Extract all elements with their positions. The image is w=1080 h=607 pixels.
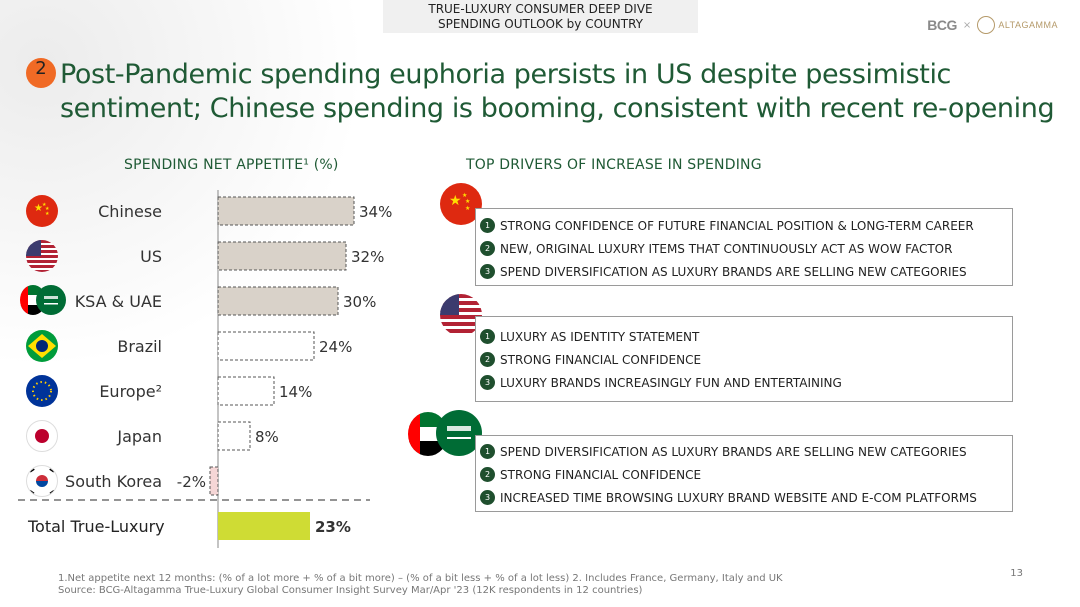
driver-us-3: 3 LUXURY BRANDS INCREASINGLY FUN AND ENTE… (480, 375, 842, 390)
driver-ksa-uae-2: 2 STRONG FINANCIAL CONFIDENCE (480, 467, 701, 482)
japan-flag-icon (26, 420, 58, 452)
header-line-1: TRUE-LUXURY CONSUMER DEEP DIVE (428, 2, 653, 16)
data-label-2: 30% (343, 293, 376, 311)
svg-text:★: ★ (45, 206, 50, 212)
driver-ksa-uae-1: 1 SPEND DIVERSIFICATION AS LUXURY BRANDS … (480, 444, 967, 459)
data-label-5: 8% (255, 428, 279, 446)
data-label-7: 23% (315, 518, 351, 536)
driver-china-3: 3 SPEND DIVERSIFICATION AS LUXURY BRANDS … (480, 264, 967, 279)
category-label-south-korea: South Korea (65, 472, 162, 491)
page-number: 13 (1010, 568, 1023, 579)
data-label-0: 34% (359, 203, 392, 221)
china-flag-icon: ★ ★ ★ ★ (26, 195, 58, 227)
data-label-4: 14% (279, 383, 312, 401)
data-label-6: -2% (177, 473, 206, 491)
altagamma-logo: ALTAGAMMA (977, 16, 1058, 34)
svg-text:★: ★ (42, 202, 47, 208)
us-flag-icon (26, 240, 58, 272)
driver-china-2: 2 NEW, ORIGINAL LUXURY ITEMS THAT CONTINU… (480, 241, 952, 256)
svg-text:★: ★ (449, 193, 462, 209)
svg-text:★: ★ (462, 192, 467, 199)
svg-text:★: ★ (465, 205, 470, 212)
header-line-2: SPENDING OUTLOOK by COUNTRY (437, 17, 644, 31)
category-label-chinese: Chinese (98, 202, 162, 221)
driver-ksa-uae-3: 3 INCREASED TIME BROWSING LUXURY BRAND WE… (480, 490, 977, 505)
driver-saudi-flag-icon (436, 410, 482, 456)
bar-7 (218, 512, 310, 540)
altagamma-emblem-icon (977, 16, 996, 34)
logos: BCG × ALTAGAMMA (927, 16, 1058, 34)
uae-flag-icon (20, 285, 46, 315)
data-label-1: 32% (351, 248, 384, 266)
eu-flag-icon (26, 375, 58, 407)
footnote-source: Source: BCG-Altagamma True-Luxury Global… (58, 585, 643, 596)
bar-1 (217, 241, 347, 271)
logo-separator: × (962, 19, 972, 31)
saudi-flag-icon (36, 285, 66, 315)
bcg-logo: BCG (927, 17, 957, 33)
svg-text:★: ★ (465, 198, 470, 205)
data-label-3: 24% (319, 338, 352, 356)
bar-3 (217, 331, 315, 361)
bar-5 (217, 421, 251, 451)
driver-us-2: 2 STRONG FINANCIAL CONFIDENCE (480, 352, 701, 367)
chart-title: SPENDING NET APPETITE¹ (%) (124, 157, 339, 173)
category-label-us: US (140, 247, 162, 266)
category-label-japan: Japan (117, 427, 162, 446)
driver-box-us: 1 LUXURY AS IDENTITY STATEMENT 2 STRONG FI… (475, 316, 1013, 402)
category-label-total: Total True-Luxury (28, 517, 165, 536)
header-banner: TRUE-LUXURY CONSUMER DEEP DIVE SPENDING … (383, 0, 698, 33)
svg-text:★: ★ (34, 203, 43, 214)
driver-us-flag-icon (440, 294, 482, 336)
bar-0 (217, 196, 355, 226)
driver-box-ksa-uae: 1 SPEND DIVERSIFICATION AS LUXURY BRANDS … (475, 435, 1013, 512)
category-label-europe: Europe² (99, 382, 162, 401)
brazil-flag-icon (26, 330, 58, 362)
section-number-badge: 2 (26, 58, 56, 88)
bar-4 (217, 376, 275, 406)
page-headline: Post-Pandemic spending euphoria persists… (60, 59, 1055, 124)
footnote-line-1: 1.Net appetite next 12 months: (% of a l… (58, 573, 783, 584)
south-korea-flag-icon (26, 465, 58, 497)
driver-china-1: 1 STRONG CONFIDENCE OF FUTURE FINANCIAL P… (480, 218, 974, 233)
category-label-brazil: Brazil (117, 337, 162, 356)
driver-box-china: 1 STRONG CONFIDENCE OF FUTURE FINANCIAL P… (475, 208, 1013, 286)
bar-6 (209, 466, 219, 496)
svg-text:★: ★ (45, 211, 50, 217)
drivers-title: TOP DRIVERS OF INCREASE IN SPENDING (466, 157, 762, 173)
driver-us-1: 1 LUXURY AS IDENTITY STATEMENT (480, 329, 699, 344)
footnote: 1.Net appetite next 12 months: (% of a l… (58, 573, 783, 597)
category-label-ksa-uae: KSA & UAE (74, 292, 162, 311)
bar-2 (217, 286, 339, 316)
